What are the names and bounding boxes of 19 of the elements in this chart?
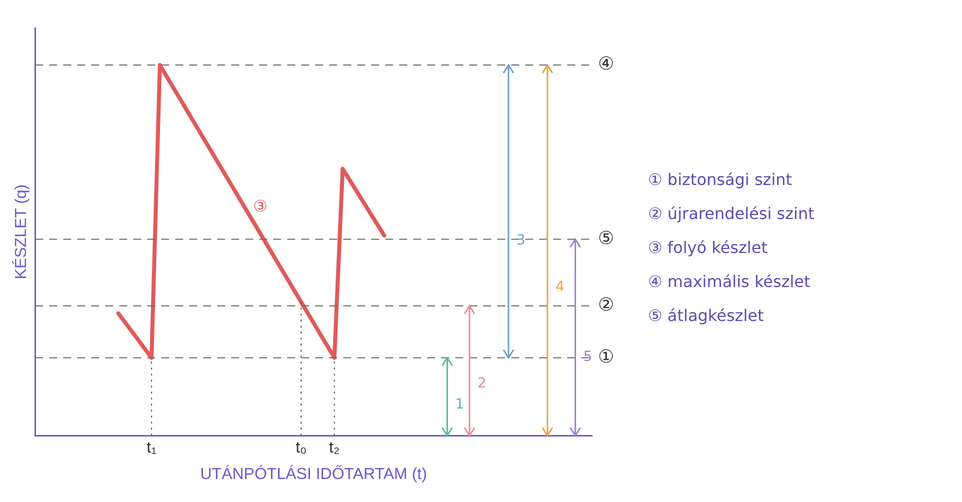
ref-line-label: ① <box>598 346 614 368</box>
text: ③ folyó készlet <box>648 237 768 259</box>
x-tick-label: t₁ <box>146 440 156 457</box>
annotation: 1 <box>455 396 464 412</box>
annotation: 4 <box>555 279 564 296</box>
annotation: 2 <box>478 376 486 392</box>
text: ① biztonsági szint <box>648 169 794 191</box>
ref-line-label: ② <box>598 294 614 316</box>
text: ② újrarendelési szint <box>648 203 814 225</box>
x-axis-title: UTÁNPÓTLÁSI IDŐTARTAM (t) <box>200 464 427 483</box>
y-axis-title: KÉSZLET (q) <box>12 184 30 280</box>
x-tick-label: t₀ <box>296 440 307 457</box>
x-tick-label: t₂ <box>329 440 340 457</box>
text: ⑤ átlagkészlet <box>648 305 765 327</box>
series-label: ③ <box>253 196 268 216</box>
text: ④ maximális készlet <box>648 271 812 293</box>
ref-line-label: ④ <box>598 54 614 75</box>
annotation: 3 <box>516 232 526 249</box>
ref-line-label: ⑤ <box>598 228 614 249</box>
